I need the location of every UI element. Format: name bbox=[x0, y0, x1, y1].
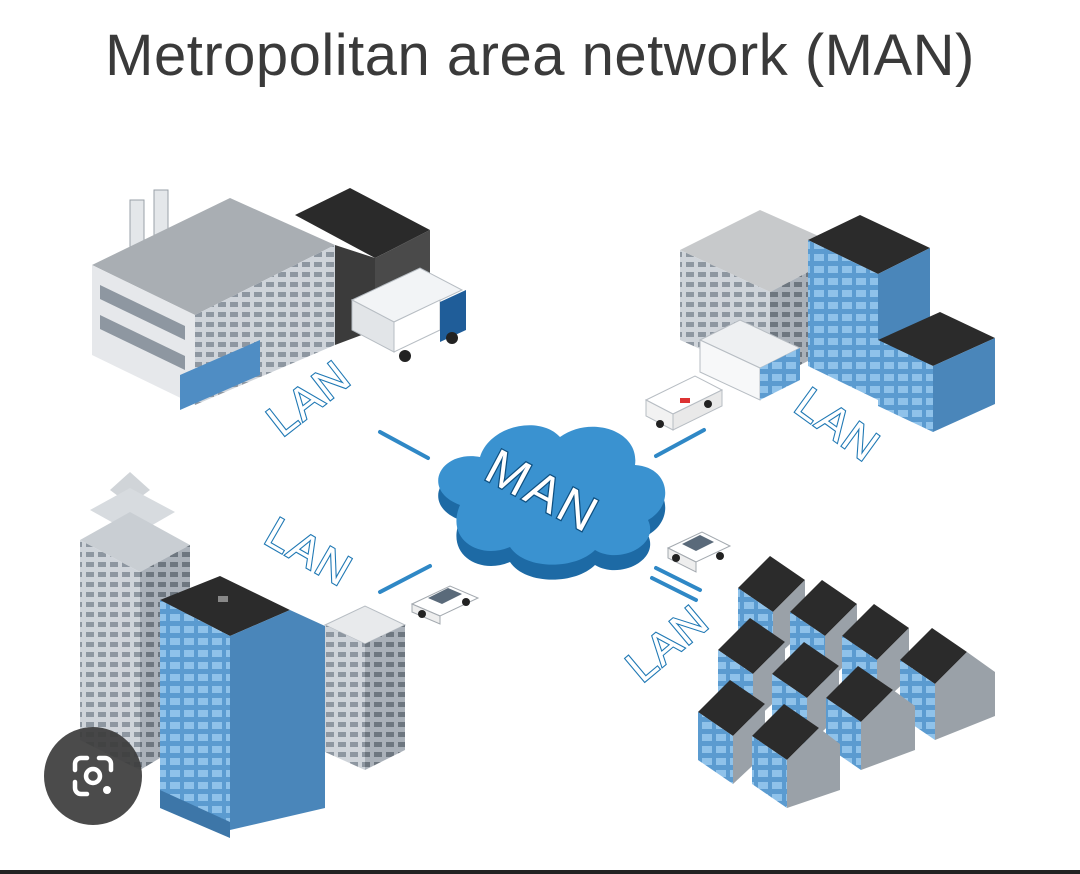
link-lines bbox=[378, 428, 706, 602]
lens-search-icon bbox=[72, 755, 114, 797]
lan-label-bottom-left: LAN bbox=[257, 508, 361, 596]
lan-label-bottom-right: LAN bbox=[617, 595, 719, 691]
residential-houses bbox=[666, 531, 995, 808]
page-title: Metropolitan area network (MAN) bbox=[105, 23, 975, 88]
office-towers bbox=[80, 472, 480, 838]
factory-building bbox=[92, 188, 466, 410]
bottom-divider bbox=[0, 870, 1080, 874]
lens-search-button[interactable] bbox=[44, 727, 142, 825]
hospital-building bbox=[644, 210, 995, 432]
man-cloud: MAN bbox=[438, 425, 666, 580]
